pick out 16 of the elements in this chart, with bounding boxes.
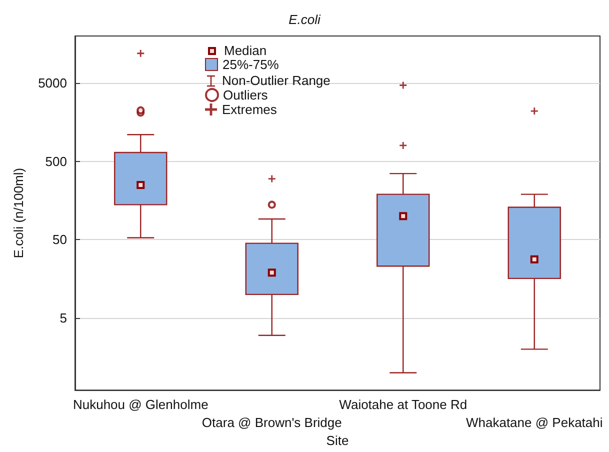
- x-tick-label: Whakatane @ Pekatahi: [466, 415, 603, 430]
- x-tick-label: Waiotahe at Toone Rd: [339, 397, 468, 412]
- x-tick-label: Nukuhou @ Glenholme: [72, 397, 208, 412]
- legend-label: 25%-75%: [222, 57, 280, 72]
- y-tick-label: 50: [52, 232, 67, 248]
- y-tick-label: 5: [60, 310, 67, 326]
- x-tick-label: Otara @ Brown's Bridge: [202, 415, 342, 430]
- legend-label: Extremes: [222, 102, 278, 117]
- annotation: Non-Outlier Range: [222, 73, 330, 88]
- y-axis-title: E.coli (n/100ml): [11, 168, 26, 258]
- y-tick-label: 500: [45, 154, 67, 169]
- x-axis-title: Site: [326, 433, 349, 448]
- y-tick-label: 5000: [38, 76, 67, 91]
- annotation: Median: [224, 43, 267, 58]
- chart-title: E.coli: [288, 12, 322, 27]
- legend-label: Outliers: [223, 88, 268, 102]
